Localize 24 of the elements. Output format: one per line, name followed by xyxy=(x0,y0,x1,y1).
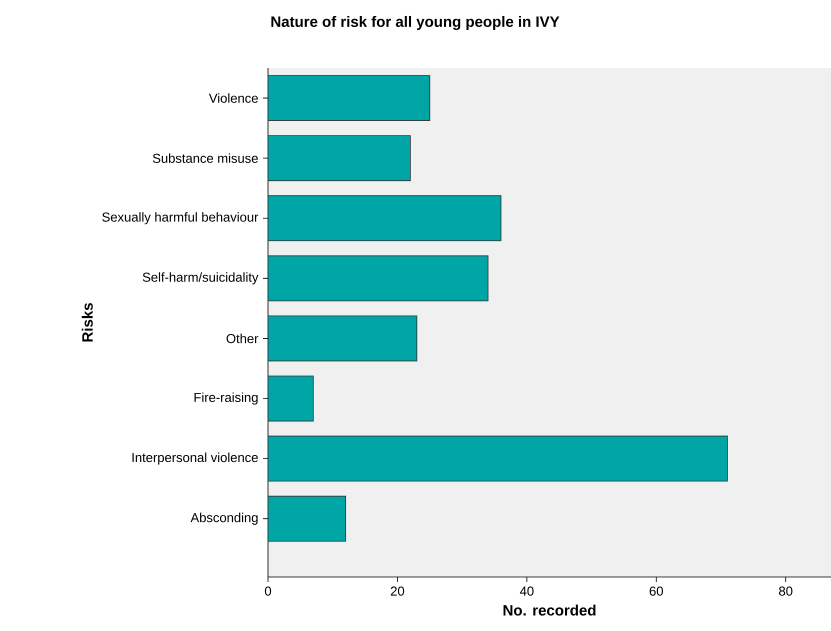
bar xyxy=(268,75,430,121)
x-tick-label: 60 xyxy=(650,586,663,596)
y-tick-label: Absconding xyxy=(190,512,258,525)
bar xyxy=(268,496,346,542)
x-tick-label: 0 xyxy=(264,586,272,596)
bar xyxy=(268,376,314,422)
x-tick-label: 40 xyxy=(520,586,534,596)
x-tick-label: 20 xyxy=(390,586,404,596)
y-tick-label: Violence xyxy=(208,93,258,103)
bar xyxy=(268,255,488,302)
bar xyxy=(268,195,502,242)
y-axis-title: Risks xyxy=(82,303,93,342)
x-axis-title: No. recorded xyxy=(504,604,596,616)
bar xyxy=(268,135,411,182)
y-tick-label: Substance misuse xyxy=(152,153,258,163)
y-tick-label: Interpersonal violence xyxy=(132,452,258,465)
bar xyxy=(268,436,728,482)
y-tick-label: Self-harm/suicidality xyxy=(142,272,258,284)
y-tick-label: Other xyxy=(226,334,258,344)
chart-title: Nature of risk for all young people in IVY xyxy=(271,16,560,30)
y-tick-label: Sexually harmful behaviour xyxy=(102,212,258,224)
bar xyxy=(268,315,418,362)
y-tick-label: Fire-raising xyxy=(194,392,258,405)
x-tick-label: 80 xyxy=(779,586,792,596)
